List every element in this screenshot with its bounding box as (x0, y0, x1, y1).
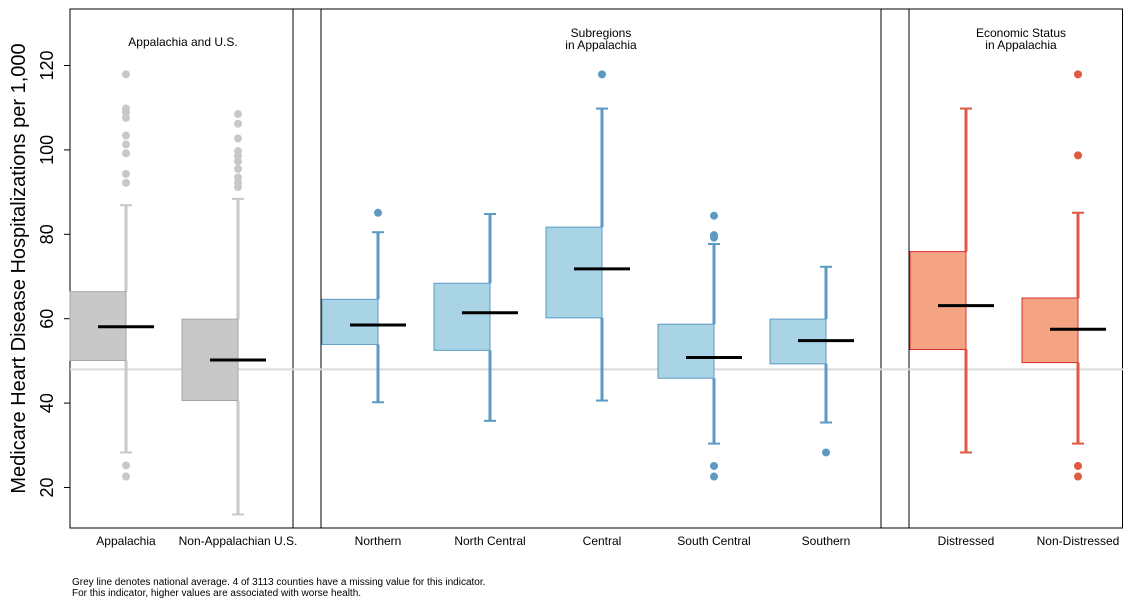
category-label-appalachia: Appalachia (96, 534, 156, 548)
outlier-non-appalachian-u-s-10 (234, 110, 242, 119)
category-label-south-central: South Central (677, 534, 750, 548)
outlier-non-distressed-3 (1074, 151, 1082, 160)
box-central (545, 226, 603, 319)
outlier-non-appalachian-u-s-5 (234, 157, 242, 166)
y-tick-label-120: 120 (37, 50, 57, 80)
outlier-appalachia-7 (122, 131, 130, 140)
box-northern (321, 298, 379, 345)
outlier-south-central-2 (710, 461, 718, 470)
footnote-line-2: For this indicator, higher values are as… (72, 588, 362, 599)
outlier-appalachia-3 (122, 178, 130, 187)
outlier-appalachia-2 (122, 461, 130, 470)
outlier-southern-1 (822, 448, 830, 457)
outlier-northern-1 (374, 208, 382, 217)
y-axis-label: Medicare Heart Disease Hospitalizations … (8, 43, 30, 493)
category-label-distressed: Distressed (938, 534, 995, 548)
box-distressed (909, 251, 967, 351)
y-tick-label-60: 60 (37, 309, 57, 329)
outlier-non-distressed-4 (1074, 70, 1082, 79)
outlier-non-appalachian-u-s-2 (234, 178, 242, 187)
outlier-appalachia-6 (122, 140, 130, 149)
panel-title-2-line-2: in Appalachia (565, 38, 637, 52)
category-label-central: Central (583, 534, 622, 548)
outlier-appalachia-10 (122, 104, 130, 113)
outlier-non-appalachian-u-s-4 (234, 164, 242, 173)
panel-title-3-line-1: Economic Status (976, 26, 1066, 40)
y-tick-label-40: 40 (37, 393, 57, 413)
y-tick-label-100: 100 (37, 135, 57, 165)
outlier-appalachia-11 (122, 70, 130, 79)
outlier-non-appalachian-u-s-7 (234, 147, 242, 156)
category-label-northern: Northern (355, 534, 402, 548)
category-label-non-distressed: Non-Distressed (1037, 534, 1120, 548)
y-tick-label-80: 80 (37, 224, 57, 244)
outlier-south-central-5 (710, 211, 718, 220)
footnotes: Grey line denotes national average. 4 of… (72, 577, 485, 599)
outlier-appalachia-4 (122, 169, 130, 178)
outlier-non-distressed-1 (1074, 472, 1082, 481)
panel-title-3-line-2: in Appalachia (985, 38, 1057, 52)
outlier-non-appalachian-u-s-8 (234, 134, 242, 143)
box-north-central (433, 282, 491, 351)
panel-title-2-line-1: Subregions (571, 26, 632, 40)
outlier-appalachia-5 (122, 149, 130, 158)
outlier-central-1 (598, 70, 606, 79)
outlier-south-central-4 (710, 231, 718, 240)
y-tick-label-20: 20 (37, 477, 57, 497)
outlier-south-central-1 (710, 472, 718, 481)
category-label-non-appalachian-u-s: Non-Appalachian U.S. (179, 534, 298, 548)
outlier-appalachia-1 (122, 472, 130, 481)
box-south-central (657, 323, 715, 379)
panel-title-1-line-1: Appalachia and U.S. (128, 35, 237, 49)
category-label-southern: Southern (802, 534, 851, 548)
category-label-north-central: North Central (454, 534, 525, 548)
outlier-non-appalachian-u-s-3 (234, 173, 242, 182)
outlier-non-distressed-2 (1074, 461, 1082, 470)
footnote-line-1: Grey line denotes national average. 4 of… (72, 577, 486, 588)
outlier-appalachia-8 (122, 113, 130, 122)
outlier-non-appalachian-u-s-9 (234, 119, 242, 128)
